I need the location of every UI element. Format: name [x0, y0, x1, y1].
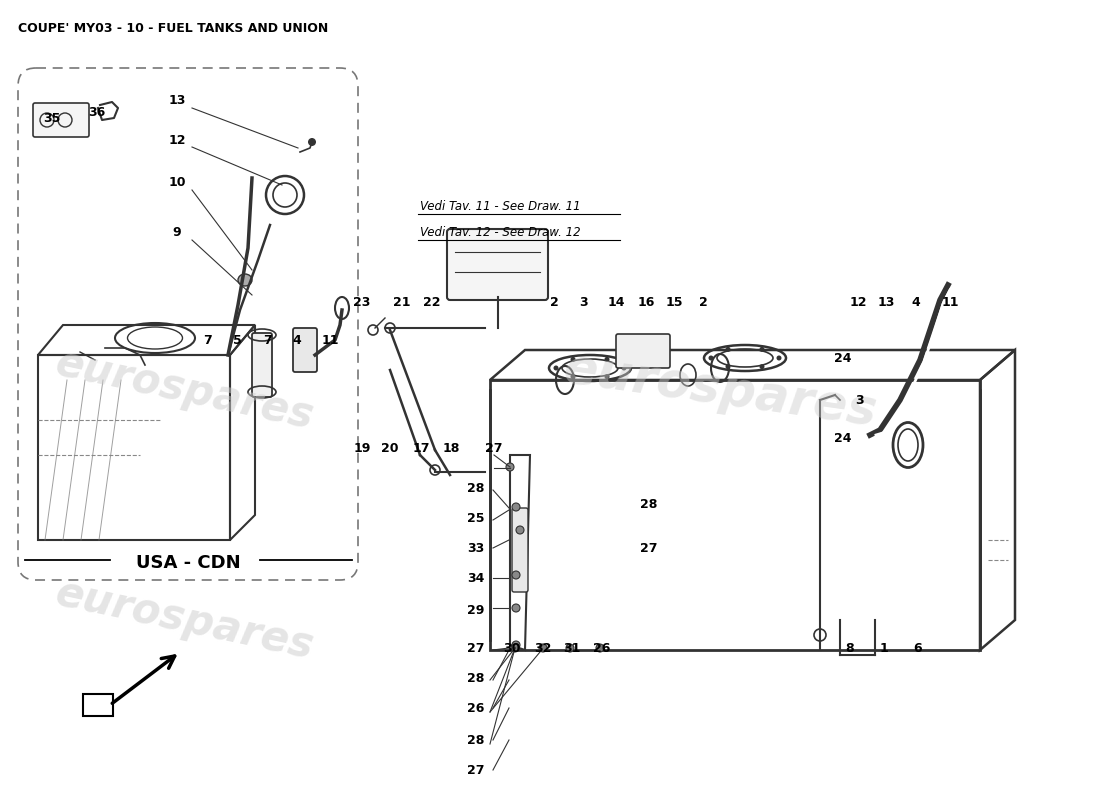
Circle shape	[512, 604, 520, 612]
Circle shape	[516, 526, 524, 534]
FancyBboxPatch shape	[33, 103, 89, 137]
Text: 15: 15	[666, 295, 683, 309]
FancyBboxPatch shape	[616, 334, 670, 368]
Circle shape	[759, 364, 764, 369]
Text: 28: 28	[468, 482, 485, 494]
Text: 4: 4	[912, 295, 921, 309]
Text: 31: 31	[563, 642, 581, 654]
Text: 27: 27	[640, 542, 658, 554]
Circle shape	[553, 366, 559, 370]
Circle shape	[506, 463, 514, 471]
Circle shape	[539, 644, 547, 652]
Text: 12: 12	[849, 295, 867, 309]
Circle shape	[512, 571, 520, 579]
Text: USA - CDN: USA - CDN	[135, 554, 240, 572]
Text: 29: 29	[468, 603, 485, 617]
Text: 34: 34	[468, 571, 485, 585]
Text: 26: 26	[468, 702, 485, 714]
Text: eurospares: eurospares	[560, 344, 880, 436]
Text: 19: 19	[353, 442, 371, 454]
FancyBboxPatch shape	[512, 508, 528, 592]
Text: 35: 35	[43, 111, 60, 125]
Circle shape	[605, 374, 609, 379]
Circle shape	[308, 138, 316, 146]
Circle shape	[512, 644, 519, 652]
Text: 25: 25	[468, 511, 485, 525]
Text: 32: 32	[535, 642, 552, 654]
Text: 13: 13	[878, 295, 894, 309]
Text: 17: 17	[412, 442, 430, 454]
Text: 8: 8	[846, 642, 855, 654]
Text: 1: 1	[880, 642, 889, 654]
Text: 21: 21	[394, 295, 410, 309]
Text: eurospares: eurospares	[52, 342, 318, 438]
Text: 36: 36	[88, 106, 106, 118]
Circle shape	[512, 503, 520, 511]
Text: 23: 23	[353, 295, 371, 309]
Circle shape	[726, 364, 730, 369]
Text: 3: 3	[580, 295, 588, 309]
Text: 11: 11	[942, 295, 959, 309]
FancyBboxPatch shape	[293, 328, 317, 372]
Text: 12: 12	[168, 134, 186, 146]
Circle shape	[777, 355, 781, 361]
Text: 7: 7	[263, 334, 272, 346]
Text: 5: 5	[232, 334, 241, 346]
Text: 28: 28	[468, 734, 485, 746]
Text: 28: 28	[468, 671, 485, 685]
FancyBboxPatch shape	[252, 333, 272, 397]
Circle shape	[621, 366, 627, 370]
Text: 11: 11	[321, 334, 339, 346]
Text: 6: 6	[914, 642, 922, 654]
Circle shape	[708, 355, 714, 361]
Text: 2: 2	[698, 295, 707, 309]
Text: 33: 33	[468, 542, 485, 554]
Text: 4: 4	[293, 334, 301, 346]
Text: 27: 27	[468, 763, 485, 777]
Circle shape	[571, 357, 575, 362]
Text: 2: 2	[550, 295, 559, 309]
Text: 3: 3	[856, 394, 865, 406]
Text: Vedi Tav. 11 - See Draw. 11: Vedi Tav. 11 - See Draw. 11	[420, 200, 581, 213]
Text: 14: 14	[607, 295, 625, 309]
Ellipse shape	[238, 274, 252, 286]
Text: 9: 9	[173, 226, 182, 238]
Text: 26: 26	[593, 642, 611, 654]
Circle shape	[726, 347, 730, 352]
Text: 24: 24	[834, 351, 851, 365]
Text: 30: 30	[504, 642, 520, 654]
Text: 13: 13	[168, 94, 186, 106]
Circle shape	[605, 357, 609, 362]
Circle shape	[571, 374, 575, 379]
Circle shape	[596, 644, 604, 652]
Text: 27: 27	[485, 442, 503, 454]
Text: 22: 22	[424, 295, 441, 309]
Text: 16: 16	[637, 295, 654, 309]
Circle shape	[512, 641, 520, 649]
Text: Vedi Tav. 12 - See Draw. 12: Vedi Tav. 12 - See Draw. 12	[420, 226, 581, 239]
FancyBboxPatch shape	[447, 229, 548, 300]
Text: COUPE' MY03 - 10 - FUEL TANKS AND UNION: COUPE' MY03 - 10 - FUEL TANKS AND UNION	[18, 22, 328, 35]
Text: 7: 7	[202, 334, 211, 346]
Text: 10: 10	[168, 177, 186, 190]
Text: 24: 24	[834, 431, 851, 445]
Text: 18: 18	[442, 442, 460, 454]
Text: 20: 20	[382, 442, 398, 454]
Circle shape	[759, 347, 764, 352]
Circle shape	[566, 644, 574, 652]
Text: 28: 28	[640, 498, 658, 511]
Text: eurospares: eurospares	[52, 572, 318, 668]
Text: 27: 27	[468, 642, 485, 654]
